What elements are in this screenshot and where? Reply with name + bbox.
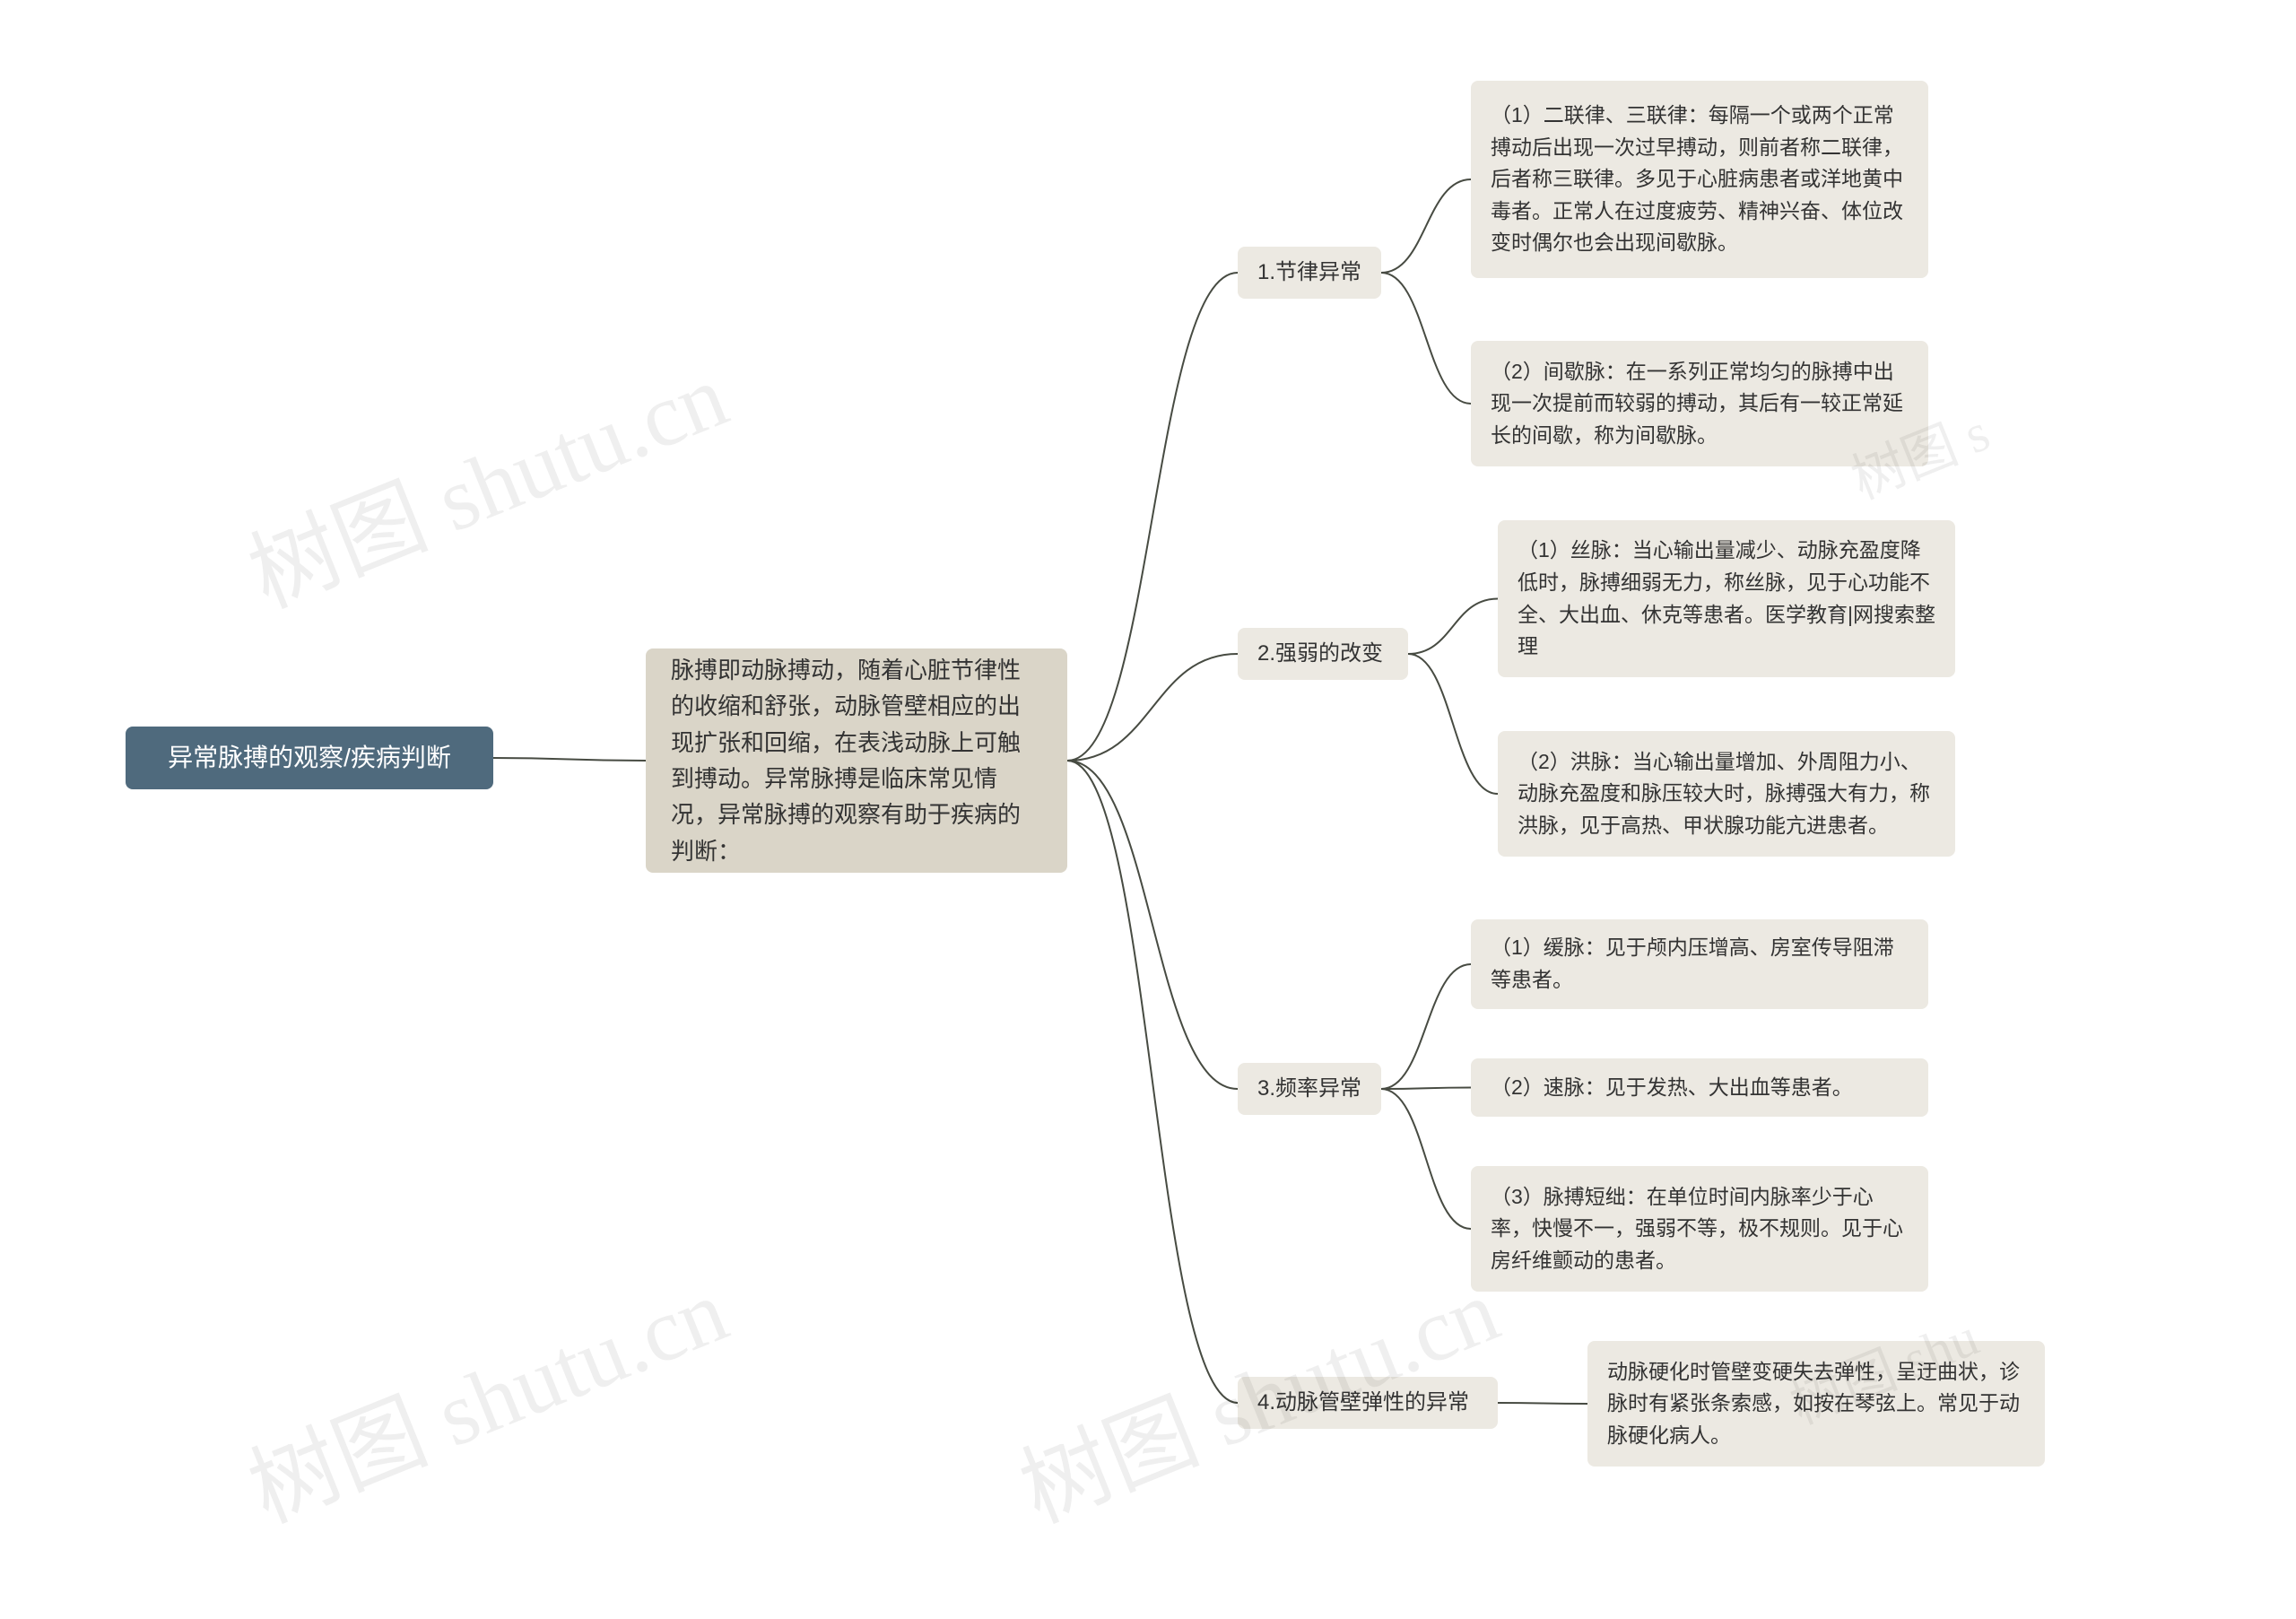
leaf-node-cat4-0[interactable]: 动脉硬化时管壁变硬失去弹性，呈迂曲状，诊脉时有紧张条索感，如按在琴弦上。常见于动…	[1587, 1341, 2045, 1467]
leaf-node-cat1-1[interactable]: （2）间歇脉：在一系列正常均匀的脉搏中出现一次提前而较弱的搏动，其后有一较正常延…	[1471, 341, 1928, 466]
category-label: 1.节律异常	[1257, 256, 1361, 289]
leaf-text: （2）洪脉：当心输出量增加、外周阻力小、动脉充盈度和脉压较大时，脉搏强大有力，称…	[1518, 746, 1935, 842]
category-node-cat3[interactable]: 3.频率异常	[1238, 1063, 1381, 1115]
root-node-label: 异常脉搏的观察/疾病判断	[168, 738, 451, 777]
leaf-node-cat3-2[interactable]: （3）脉搏短绌：在单位时间内脉率少于心率，快慢不一，强弱不等，极不规则。见于心房…	[1471, 1166, 1928, 1292]
leaf-text: （2）间歇脉：在一系列正常均匀的脉搏中出现一次提前而较弱的搏动，其后有一较正常延…	[1491, 356, 1909, 452]
leaf-text: （1）缓脉：见于颅内压增高、房室传导阻滞等患者。	[1491, 932, 1909, 996]
leaf-text: （2）速脉：见于发热、大出血等患者。	[1491, 1072, 1853, 1104]
category-node-cat4[interactable]: 4.动脉管壁弹性的异常	[1238, 1377, 1498, 1429]
leaf-text: （3）脉搏短绌：在单位时间内脉率少于心率，快慢不一，强弱不等，极不规则。见于心房…	[1491, 1181, 1909, 1277]
category-node-cat1[interactable]: 1.节律异常	[1238, 247, 1381, 299]
category-node-cat2[interactable]: 2.强弱的改变	[1238, 628, 1408, 680]
leaf-node-cat1-0[interactable]: （1）二联律、三联律：每隔一个或两个正常搏动后出现一次过早搏动，则前者称二联律，…	[1471, 81, 1928, 278]
leaf-text: （1）二联律、三联律：每隔一个或两个正常搏动后出现一次过早搏动，则前者称二联律，…	[1491, 100, 1909, 259]
leaf-node-cat2-1[interactable]: （2）洪脉：当心输出量增加、外周阻力小、动脉充盈度和脉压较大时，脉搏强大有力，称…	[1498, 731, 1955, 857]
intro-node-text: 脉搏即动脉搏动，随着心脏节律性的收缩和舒张，动脉管壁相应的出现扩张和回缩，在表浅…	[671, 652, 1042, 869]
intro-node[interactable]: 脉搏即动脉搏动，随着心脏节律性的收缩和舒张，动脉管壁相应的出现扩张和回缩，在表浅…	[646, 648, 1067, 873]
leaf-text: （1）丝脉：当心输出量减少、动脉充盈度降低时，脉搏细弱无力，称丝脉，见于心功能不…	[1518, 535, 1935, 663]
category-label: 3.频率异常	[1257, 1072, 1361, 1105]
leaf-node-cat3-1[interactable]: （2）速脉：见于发热、大出血等患者。	[1471, 1058, 1928, 1117]
leaf-text: 动脉硬化时管壁变硬失去弹性，呈迂曲状，诊脉时有紧张条索感，如按在琴弦上。常见于动…	[1607, 1356, 2025, 1452]
root-node[interactable]: 异常脉搏的观察/疾病判断	[126, 727, 493, 789]
mindmap-canvas: 异常脉搏的观察/疾病判断 脉搏即动脉搏动，随着心脏节律性的收缩和舒张，动脉管壁相…	[0, 0, 2296, 1619]
category-label: 2.强弱的改变	[1257, 637, 1383, 670]
category-label: 4.动脉管壁弹性的异常	[1257, 1386, 1469, 1419]
leaf-node-cat3-0[interactable]: （1）缓脉：见于颅内压增高、房室传导阻滞等患者。	[1471, 919, 1928, 1009]
leaf-node-cat2-0[interactable]: （1）丝脉：当心输出量减少、动脉充盈度降低时，脉搏细弱无力，称丝脉，见于心功能不…	[1498, 520, 1955, 677]
